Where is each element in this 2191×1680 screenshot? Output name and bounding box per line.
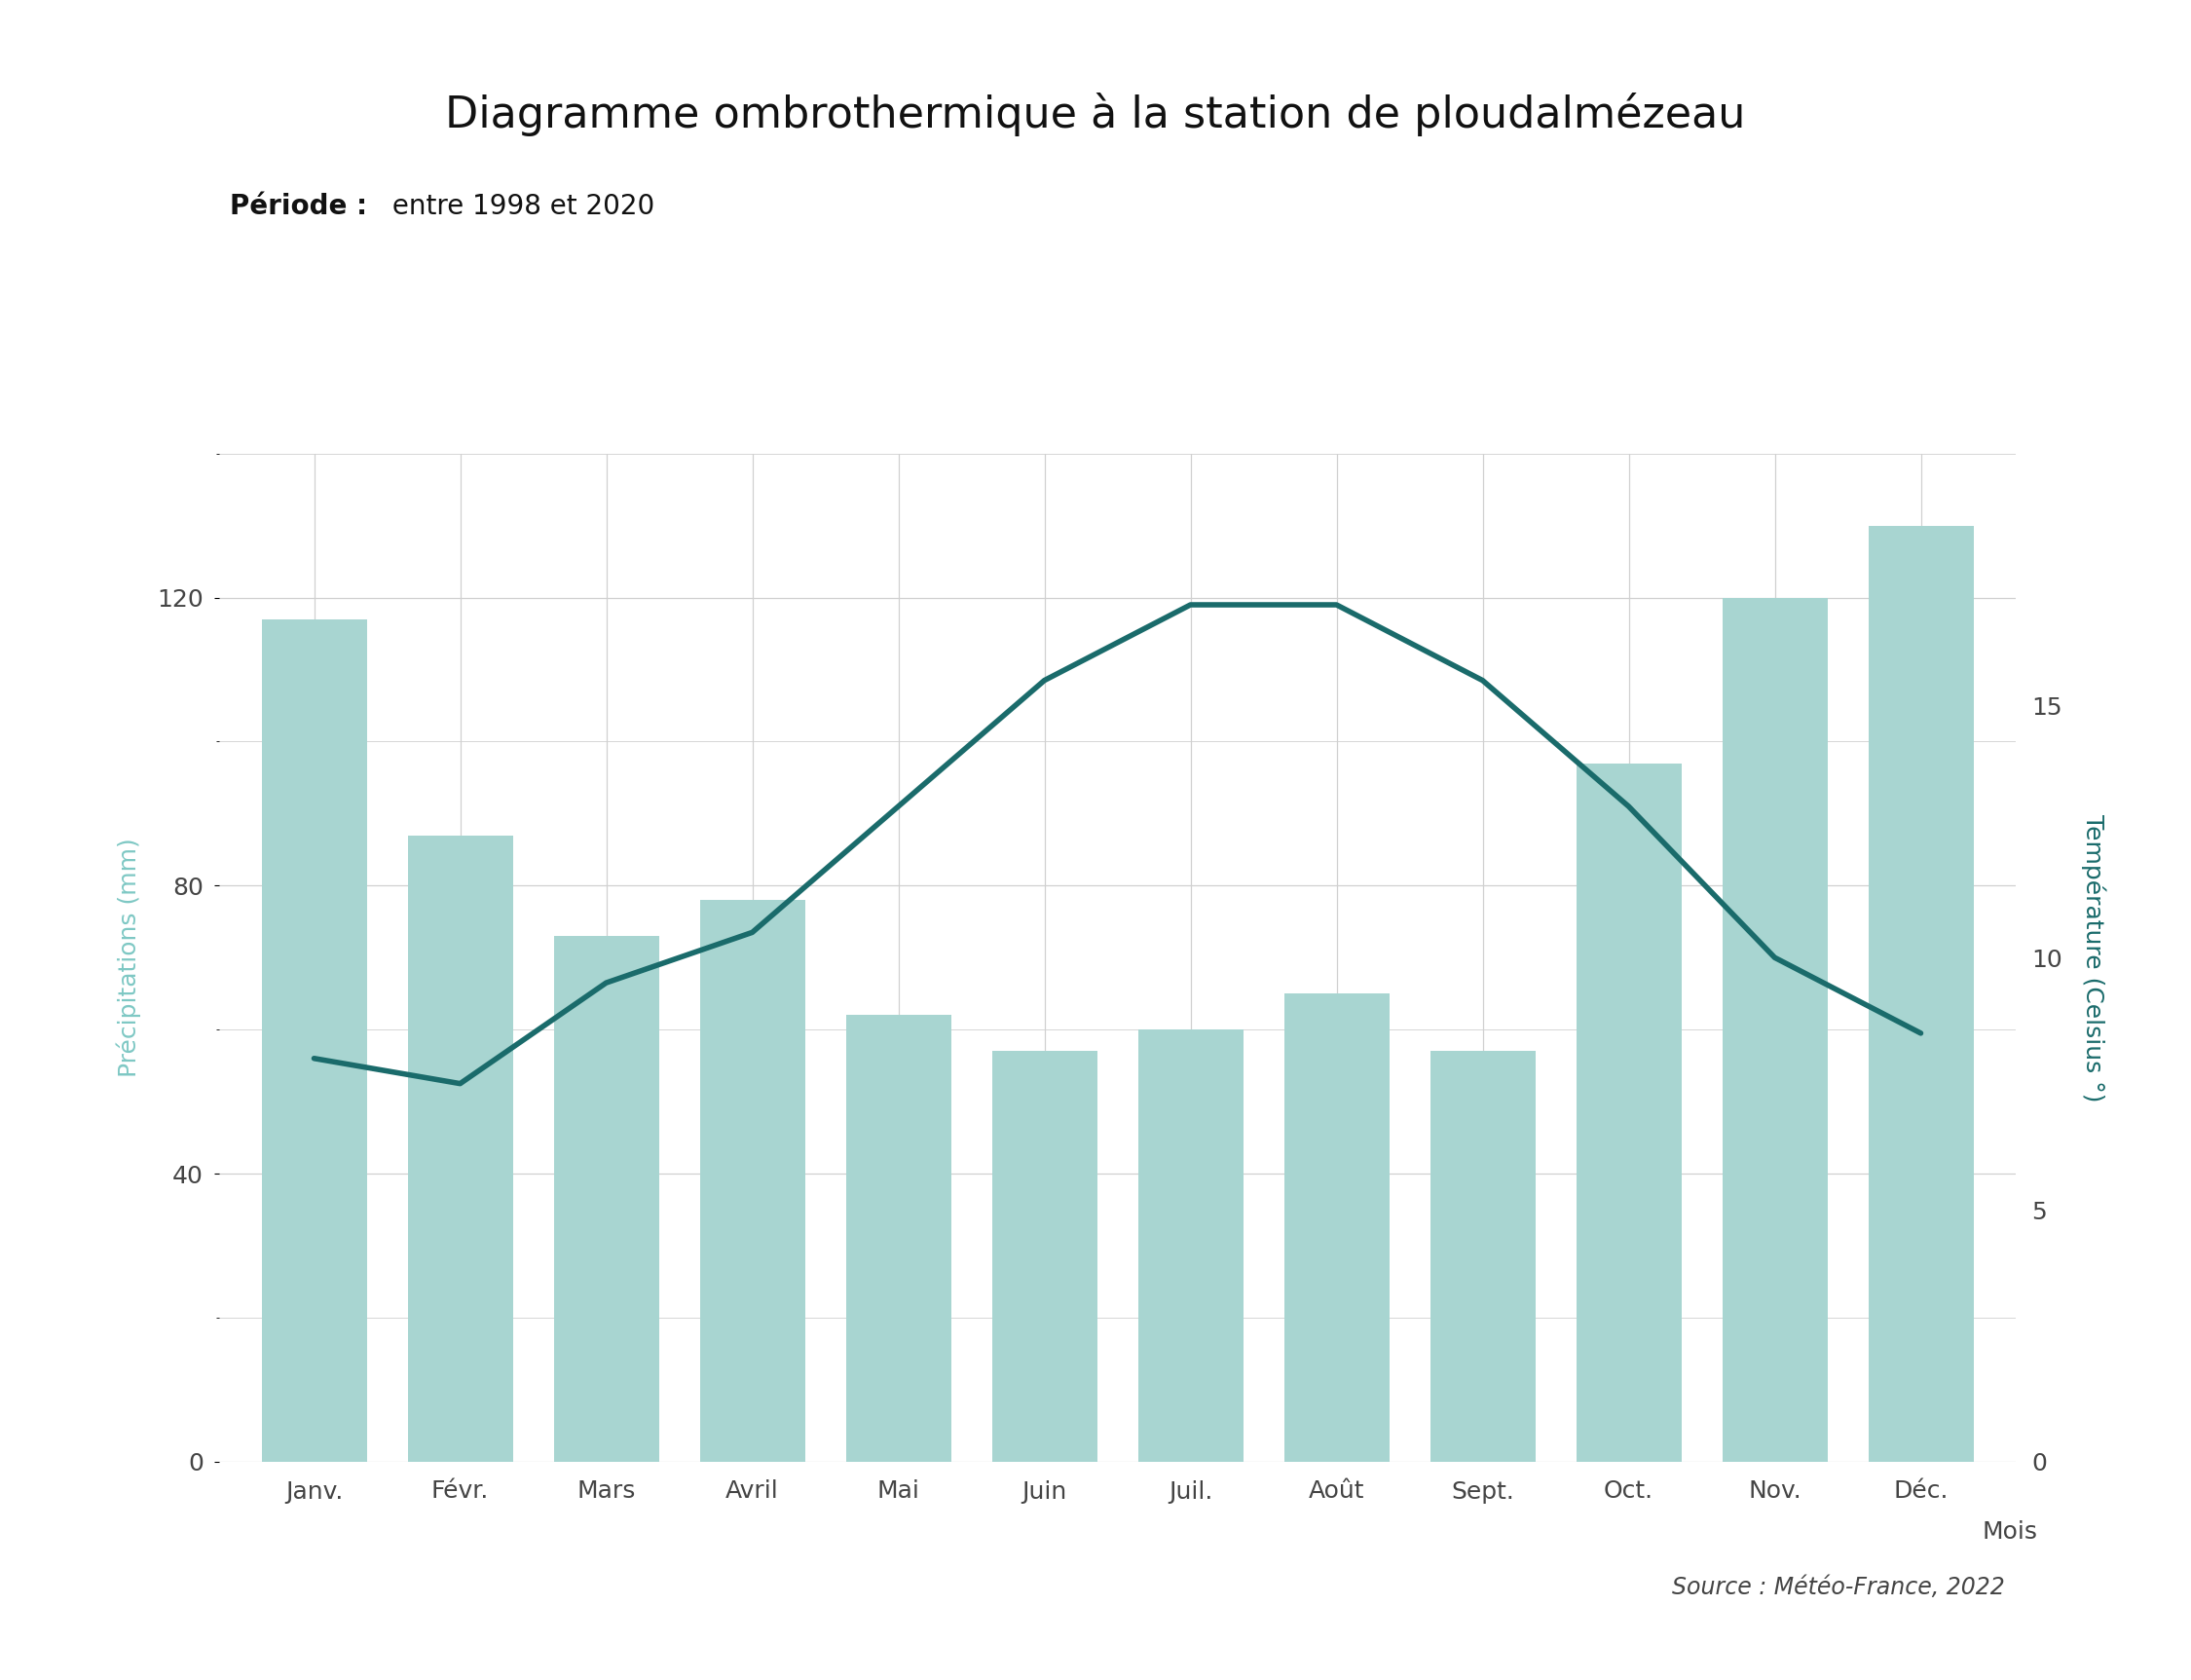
Bar — [408, 835, 513, 1462]
Bar — [846, 1015, 951, 1462]
Bar — [261, 620, 366, 1462]
Bar — [699, 900, 804, 1462]
Bar — [993, 1052, 1098, 1462]
Text: entre 1998 et 2020: entre 1998 et 2020 — [383, 193, 655, 220]
Y-axis label: Température (Celsius °): Température (Celsius °) — [2081, 813, 2106, 1102]
Text: Diagramme ombrothermique à la station de ploudalmézeau: Diagramme ombrothermique à la station de… — [445, 92, 1746, 136]
Bar — [554, 936, 659, 1462]
Bar — [1137, 1030, 1242, 1462]
Text: Période :: Période : — [230, 193, 368, 220]
Bar — [1431, 1052, 1536, 1462]
Y-axis label: Précipitations (mm): Précipitations (mm) — [116, 838, 140, 1077]
Bar — [1575, 763, 1680, 1462]
Text: Source : Météo-France, 2022: Source : Météo-France, 2022 — [1672, 1576, 2005, 1599]
Bar — [1722, 598, 1827, 1462]
Bar — [1869, 526, 1974, 1462]
Bar — [1284, 993, 1389, 1462]
Text: Mois: Mois — [1983, 1520, 2038, 1544]
